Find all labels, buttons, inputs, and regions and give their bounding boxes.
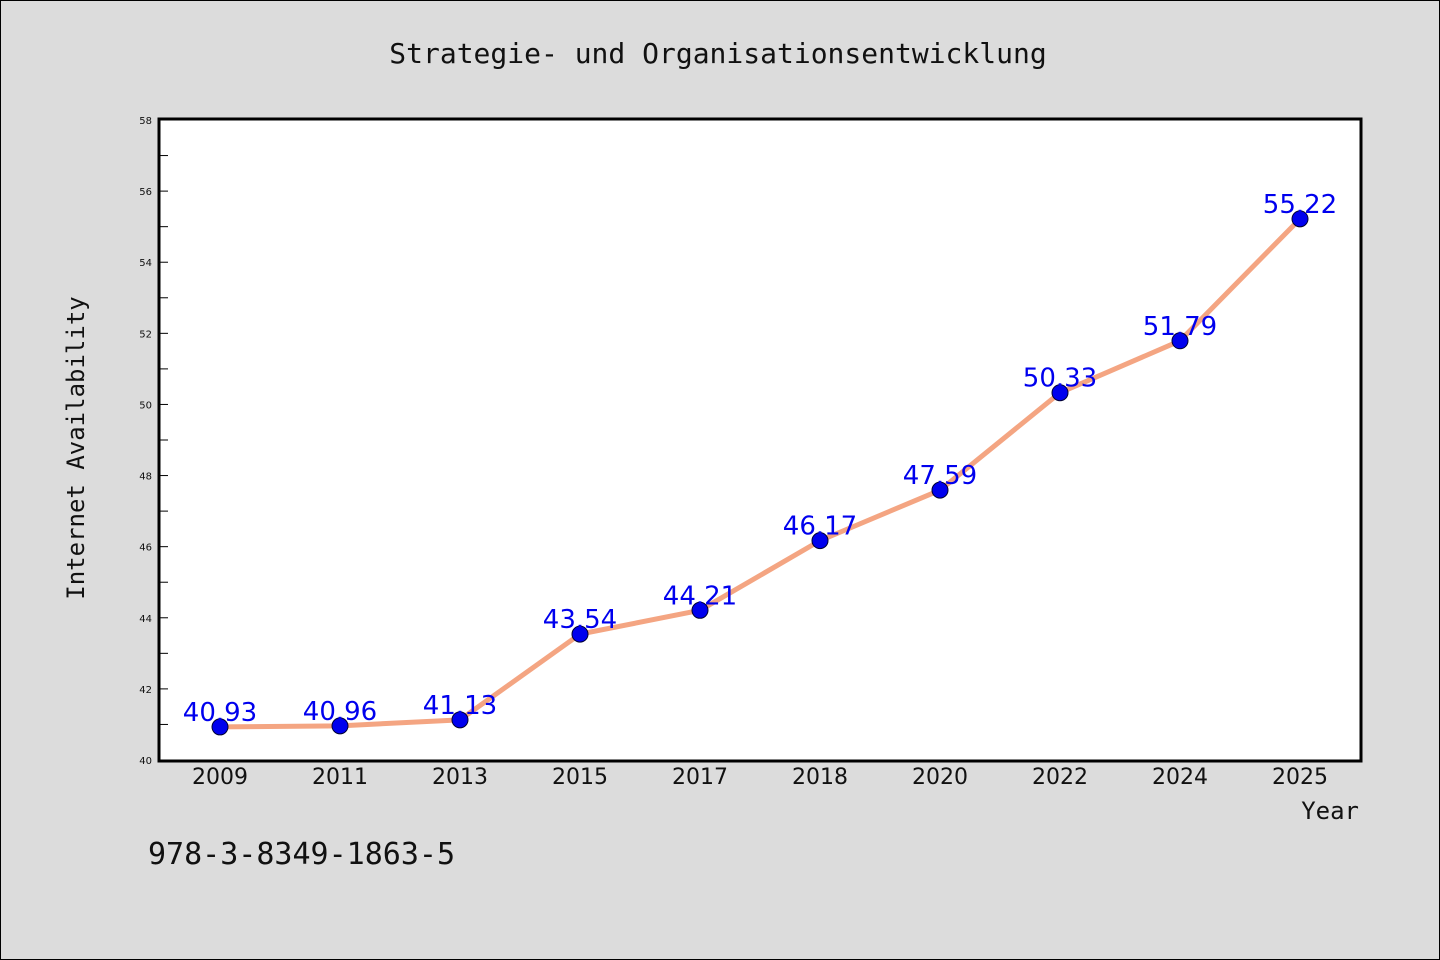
- data-point: [571, 625, 589, 643]
- data-label: 47.59: [903, 461, 977, 491]
- x-tick-label: 2018: [792, 765, 848, 790]
- chart-title: Strategie- und Organisationsentwicklung: [389, 37, 1046, 70]
- data-label: 41.13: [423, 691, 497, 721]
- data-label: 40.96: [303, 697, 377, 727]
- y-tick-label: 54: [139, 258, 152, 269]
- data-point: [691, 601, 709, 619]
- data-label: 55.22: [1263, 190, 1337, 220]
- x-tick-label: 2025: [1272, 765, 1328, 790]
- x-tick-label: 2020: [912, 765, 968, 790]
- y-tick-label: 58: [139, 116, 152, 127]
- y-tick-label: 40: [139, 756, 152, 767]
- data-label: 40.93: [183, 698, 257, 728]
- y-tick-label: 46: [139, 543, 152, 554]
- y-tick-label: 56: [139, 187, 152, 198]
- plot-area: [157, 117, 1363, 763]
- x-tick-label: 2024: [1152, 765, 1208, 790]
- data-point: [1051, 384, 1069, 402]
- x-tick-label: 2011: [312, 765, 368, 790]
- data-point: [931, 481, 949, 499]
- x-axis: 2009 2011 2013 2015 2017 2018 2020 2022 2024 2025: [192, 765, 1328, 790]
- y-tick-label: 52: [139, 329, 152, 340]
- data-point: [331, 717, 349, 735]
- y-tick-label: 42: [139, 685, 152, 696]
- x-tick-label: 2017: [672, 765, 728, 790]
- data-point: [811, 532, 829, 550]
- series-line: [217, 216, 1303, 730]
- data-point: [1291, 210, 1309, 228]
- data-label: 43.54: [543, 605, 617, 635]
- data-point: [211, 718, 229, 736]
- x-tick-label: 2022: [1032, 765, 1088, 790]
- y-axis: 40 42 44 46 48 50 52 54 56 58: [139, 116, 168, 767]
- data-label: 46.17: [783, 512, 857, 542]
- y-tick-label: 44: [139, 614, 152, 625]
- data-point: [1171, 332, 1189, 350]
- isbn-text: 978-3-8349-1863-5: [148, 837, 455, 872]
- x-tick-label: 2015: [552, 765, 608, 790]
- y-axis-label: Internet Availability: [62, 296, 90, 599]
- y-tick-label: 50: [139, 400, 152, 411]
- data-point: [451, 711, 469, 729]
- data-label: 44.21: [663, 581, 737, 611]
- data-labels: 40.93 40.96 41.13 43.54 44.21 46.17 47.59 50.33…: [183, 190, 1337, 728]
- x-axis-label: Year: [1301, 797, 1359, 825]
- data-label: 51.79: [1143, 312, 1217, 342]
- x-tick-label: 2009: [192, 765, 248, 790]
- y-tick-label: 48: [139, 472, 152, 483]
- data-label: 50.33: [1023, 364, 1097, 394]
- x-tick-label: 2013: [432, 765, 488, 790]
- data-markers: [211, 210, 1309, 736]
